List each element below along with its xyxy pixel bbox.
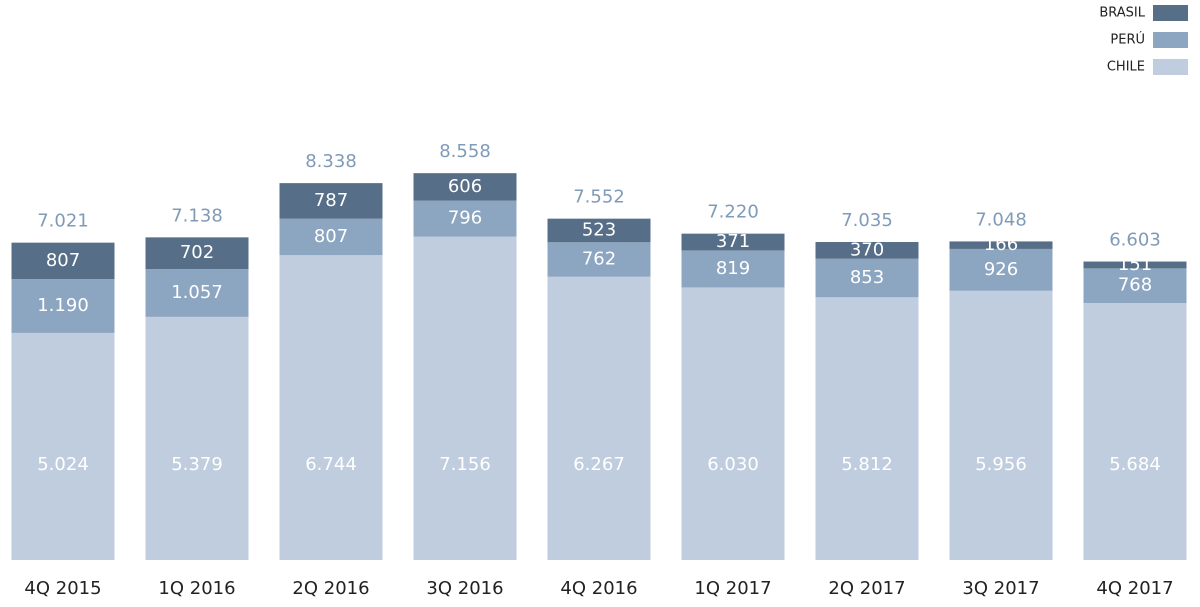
bar-segment <box>547 218 651 243</box>
value-label: 807 <box>46 250 80 271</box>
value-label: 1.057 <box>171 282 223 303</box>
total-label: 8.558 <box>439 141 491 162</box>
bar-segment <box>815 258 919 298</box>
value-label: 1.190 <box>37 295 89 316</box>
legend-label: BRASIL <box>1099 6 1145 21</box>
bar-segment <box>1083 303 1187 560</box>
total-label: 6.603 <box>1109 230 1161 251</box>
value-label: 606 <box>448 176 482 197</box>
value-label: 151 <box>1118 254 1152 275</box>
total-label: 7.138 <box>171 205 223 226</box>
legend-swatch <box>1153 5 1188 21</box>
bar-segment <box>949 248 1053 291</box>
bar-segment <box>547 276 651 560</box>
bar-segment <box>413 200 517 237</box>
value-label: 5.684 <box>1109 454 1161 475</box>
value-label: 807 <box>314 226 348 247</box>
value-label: 5.812 <box>841 454 893 475</box>
bar-segment <box>949 290 1053 560</box>
x-tick-label: 3Q 2017 <box>962 578 1039 599</box>
bar-segment <box>145 316 249 560</box>
legend-swatch <box>1153 32 1188 48</box>
value-label: 523 <box>582 219 616 240</box>
bar-segment <box>1083 268 1187 304</box>
bar-segment <box>681 233 785 251</box>
x-tick-label: 2Q 2016 <box>292 578 369 599</box>
value-label: 6.030 <box>707 454 759 475</box>
bar-segment <box>11 332 115 560</box>
value-label: 796 <box>448 208 482 229</box>
total-label: 7.220 <box>707 202 759 223</box>
x-tick-label: 4Q 2016 <box>560 578 637 599</box>
total-label: 8.338 <box>305 151 357 172</box>
bar-segment <box>949 241 1053 249</box>
value-label: 371 <box>716 231 750 252</box>
value-label: 5.956 <box>975 454 1027 475</box>
bar-segment <box>279 218 383 256</box>
bar-segment <box>681 287 785 560</box>
bar-segment <box>815 242 919 259</box>
value-label: 6.744 <box>305 454 357 475</box>
bar-segment <box>279 255 383 560</box>
total-label: 7.021 <box>37 211 89 232</box>
value-label: 762 <box>582 249 616 270</box>
x-tick-label: 1Q 2016 <box>158 578 235 599</box>
x-tick-label: 4Q 2017 <box>1096 578 1173 599</box>
total-label: 7.552 <box>573 187 625 208</box>
value-label: 926 <box>984 259 1018 280</box>
value-label: 787 <box>314 190 348 211</box>
value-label: 853 <box>850 267 884 288</box>
x-tick-label: 1Q 2017 <box>694 578 771 599</box>
legend-swatch <box>1153 59 1188 75</box>
value-label: 7.156 <box>439 454 491 475</box>
bar-segment <box>815 297 919 560</box>
x-tick-label: 3Q 2016 <box>426 578 503 599</box>
bar-segment <box>1083 261 1187 269</box>
value-label: 6.267 <box>573 454 625 475</box>
bar-segment <box>279 183 383 219</box>
bar-segment <box>145 237 249 270</box>
value-label: 166 <box>984 234 1018 255</box>
value-label: 819 <box>716 258 750 279</box>
total-label: 7.035 <box>841 210 893 231</box>
bar-segment <box>413 173 517 201</box>
bar-segment <box>11 242 115 280</box>
total-label: 7.048 <box>975 209 1027 230</box>
bar-segment <box>11 279 115 333</box>
legend-label: PERÚ <box>1110 32 1145 48</box>
bar-segment <box>547 242 651 277</box>
x-tick-label: 4Q 2015 <box>24 578 101 599</box>
value-label: 768 <box>1118 275 1152 296</box>
value-label: 5.379 <box>171 454 223 475</box>
bar-segment <box>145 269 249 317</box>
bar-segment <box>681 250 785 288</box>
value-label: 5.024 <box>37 454 89 475</box>
bar-segment <box>413 236 517 560</box>
x-tick-label: 2Q 2017 <box>828 578 905 599</box>
legend-label: CHILE <box>1107 60 1145 75</box>
value-label: 702 <box>180 242 214 263</box>
value-label: 370 <box>850 239 884 260</box>
